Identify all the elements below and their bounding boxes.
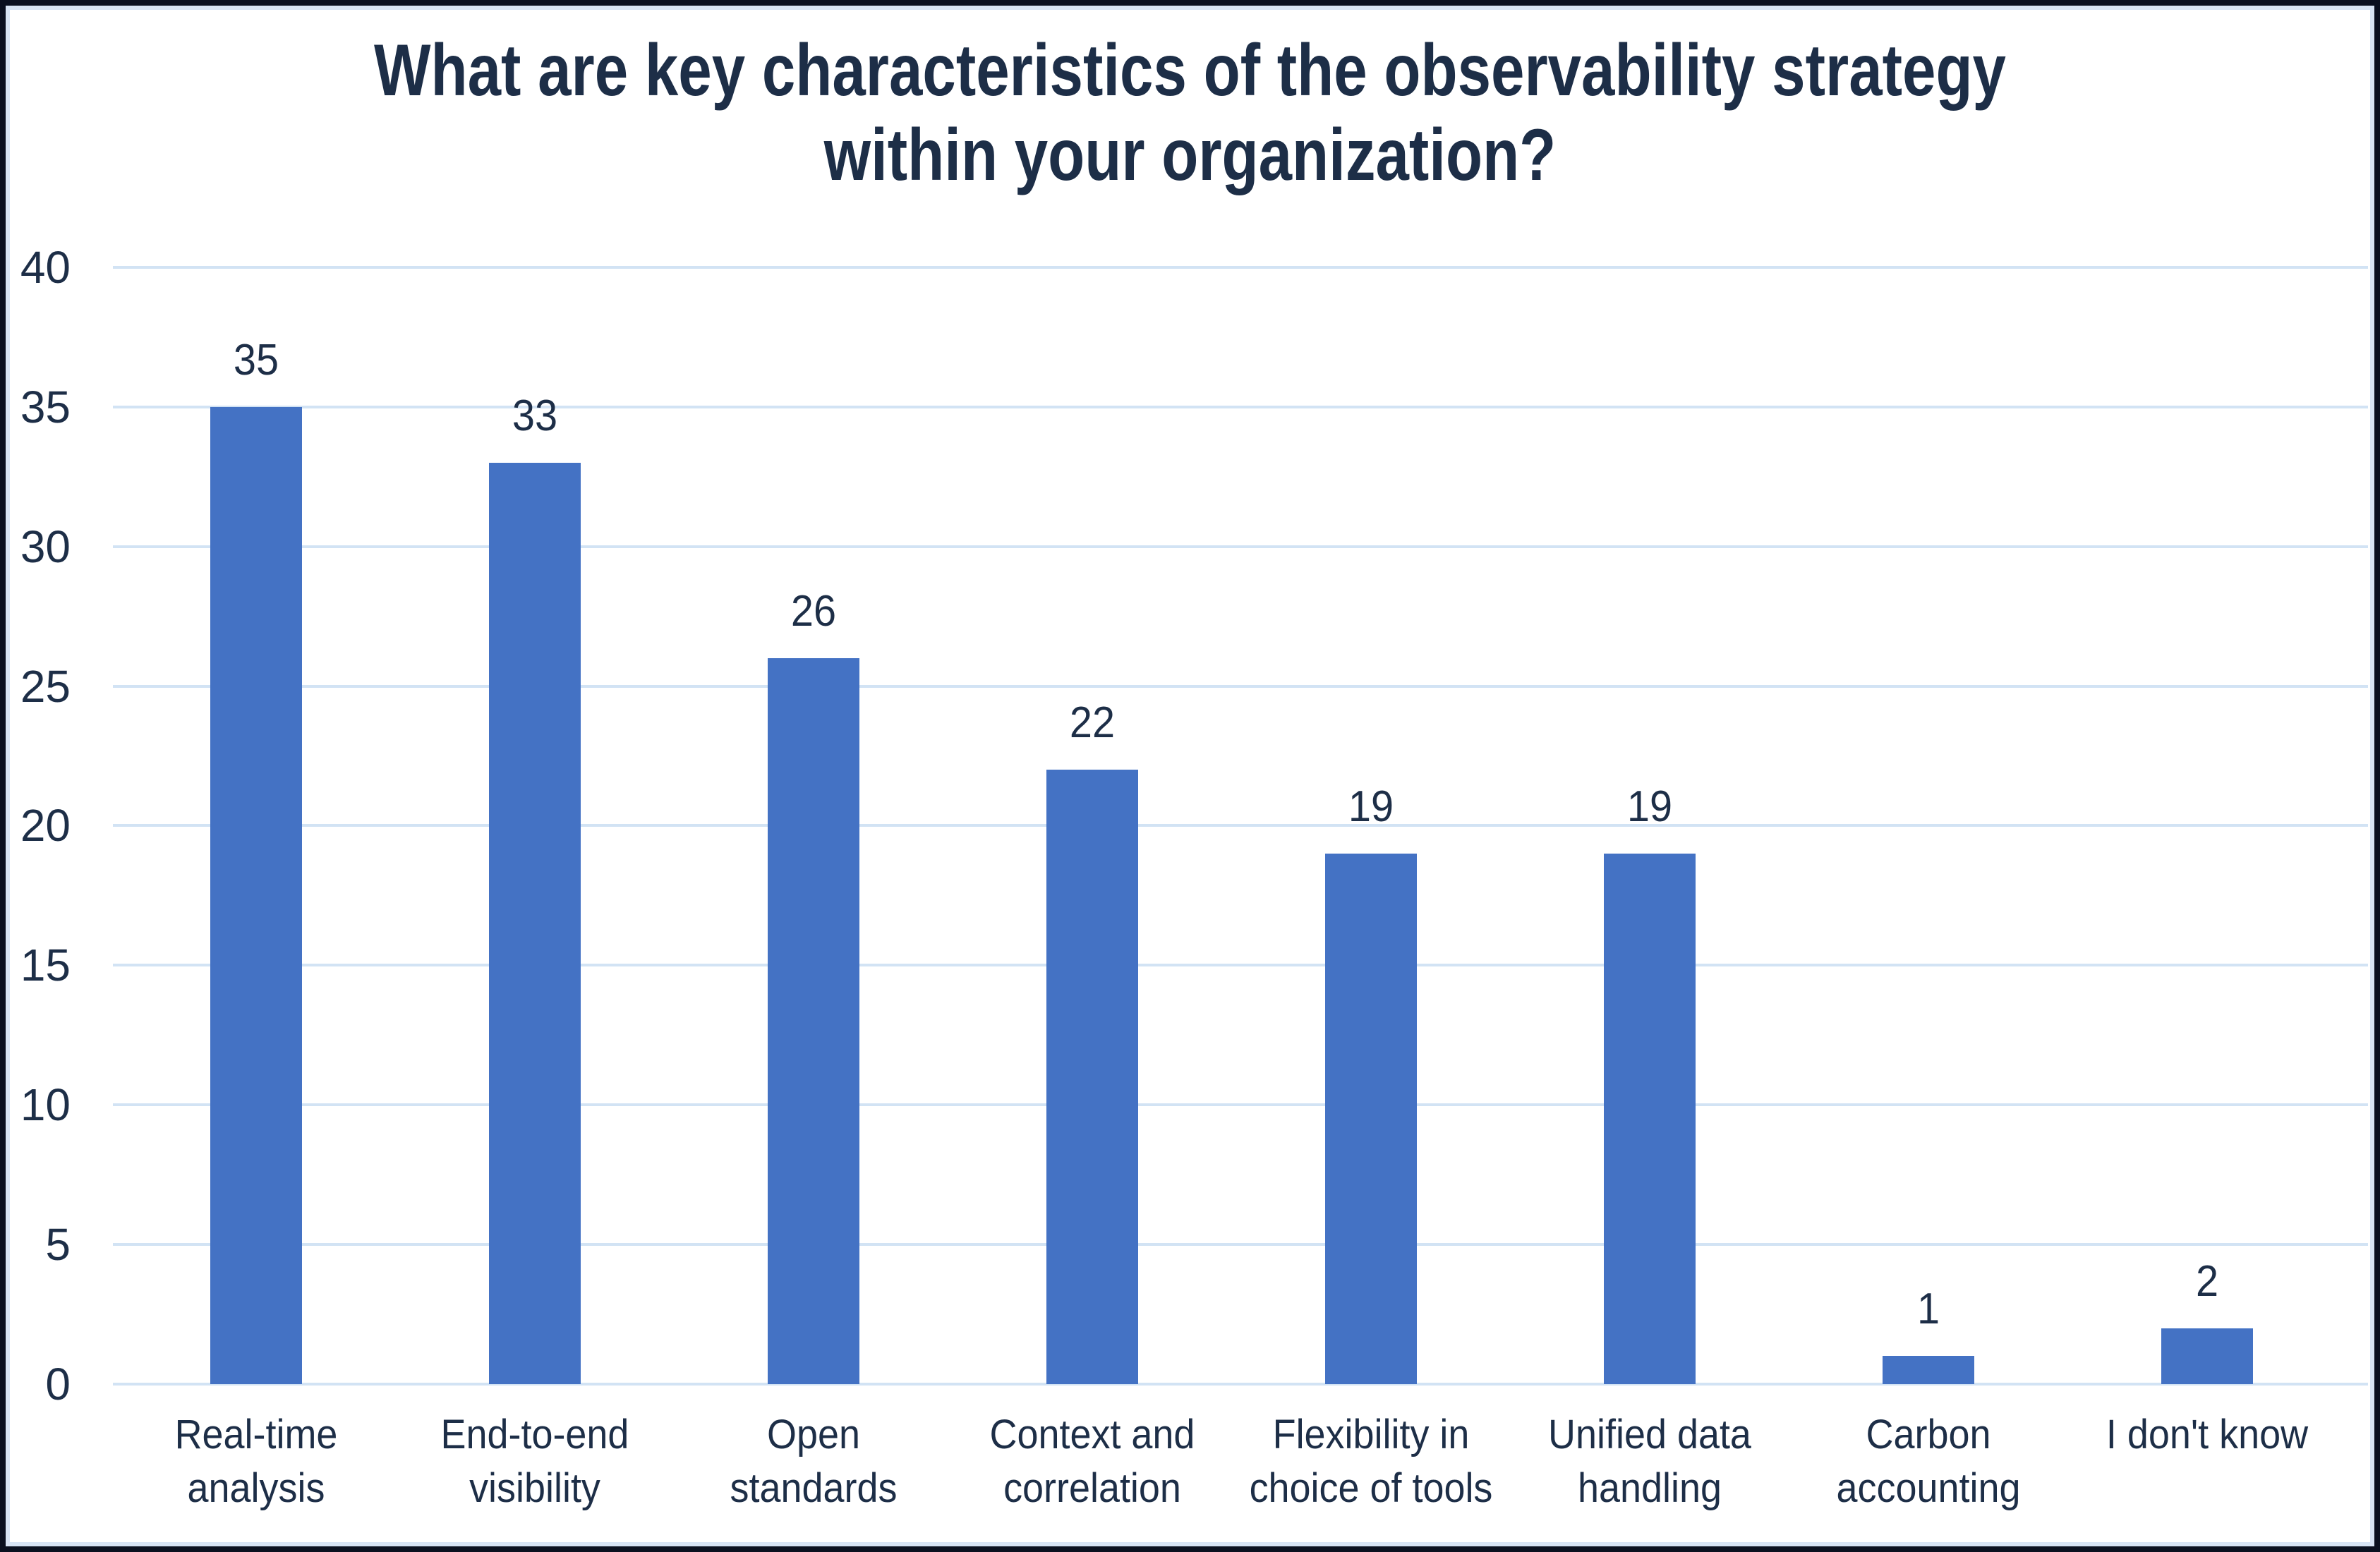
y-axis-tick-label: 20 bbox=[20, 800, 71, 851]
gridline bbox=[113, 1243, 2368, 1247]
chart-title-line-1: What are key characteristics of the obse… bbox=[374, 30, 2006, 111]
x-axis-category-label: Real-time analysis bbox=[105, 1408, 407, 1515]
x-axis-category-label-line: Carbon bbox=[1866, 1412, 1991, 1457]
y-axis-tick-label: 40 bbox=[20, 241, 71, 293]
bar-value-label: 1 bbox=[1916, 1285, 1940, 1334]
x-axis-category-label: I don't know bbox=[2056, 1408, 2358, 1462]
bar-value-label: 26 bbox=[790, 586, 836, 636]
x-axis-category-label-line: End-to-end bbox=[440, 1412, 629, 1457]
gridline bbox=[113, 265, 2368, 269]
bar-unified-data-handling bbox=[1603, 853, 1696, 1384]
bar-value-label: 22 bbox=[1069, 698, 1115, 748]
x-axis-category-label-line: correlation bbox=[1003, 1465, 1181, 1511]
bar-value-label: 2 bbox=[2195, 1256, 2218, 1306]
x-axis-category-label-line: accounting bbox=[1836, 1465, 2020, 1511]
x-axis-category-label-line: Unified data bbox=[1547, 1412, 1751, 1457]
x-axis-category-label-line: I don't know bbox=[2106, 1412, 2308, 1457]
x-axis-category-label: Context and correlation bbox=[941, 1408, 1243, 1515]
bar-value-label: 19 bbox=[1626, 782, 1672, 831]
y-axis-tick-label: 10 bbox=[20, 1079, 71, 1131]
gridline bbox=[113, 964, 2368, 967]
x-axis-category-label-line: standards bbox=[730, 1465, 897, 1511]
x-axis-category-label-line: visibility bbox=[469, 1465, 600, 1511]
x-axis-line bbox=[113, 1383, 2368, 1386]
bar-value-label: 19 bbox=[1348, 782, 1394, 831]
y-axis-tick-label: 25 bbox=[20, 660, 71, 712]
bar-open-standards bbox=[767, 657, 859, 1384]
y-axis-tick-label: 5 bbox=[45, 1219, 71, 1271]
x-axis-category-label-line: analysis bbox=[187, 1465, 325, 1511]
inner-frame-border bbox=[6, 6, 2374, 1546]
y-axis-tick-label: 35 bbox=[20, 381, 71, 432]
chart-title: What are key characteristics of the obse… bbox=[215, 28, 2166, 198]
y-axis-tick-label: 15 bbox=[20, 940, 71, 991]
bar-context-and-correlation bbox=[1046, 770, 1138, 1384]
x-axis-category-label-line: Open bbox=[766, 1412, 860, 1457]
x-axis-category-label: Open standards bbox=[663, 1408, 965, 1515]
gridline bbox=[113, 824, 2368, 827]
bar-end-to-end-visibility bbox=[488, 462, 581, 1384]
x-axis-category-label: End-to-end visibility bbox=[384, 1408, 686, 1515]
x-axis-category-label: Carbon accounting bbox=[1777, 1408, 2079, 1515]
y-axis-tick-label: 30 bbox=[20, 521, 71, 572]
chart-title-line-2: within your organization? bbox=[823, 114, 1557, 196]
bar-flexibility-in-choice-of-tools bbox=[1324, 853, 1417, 1384]
x-axis-category-label-line: choice of tools bbox=[1249, 1465, 1492, 1511]
x-axis-category-label: Unified data handling bbox=[1499, 1408, 1801, 1515]
x-axis-category-label-line: Context and bbox=[989, 1412, 1195, 1457]
bar-value-label: 35 bbox=[233, 335, 279, 384]
x-axis-category-label: Flexibility in choice of tools bbox=[1220, 1408, 1522, 1515]
gridline bbox=[113, 545, 2368, 548]
bar-i-don-t-know bbox=[2161, 1328, 2253, 1384]
gridline bbox=[113, 684, 2368, 688]
x-axis-category-label-line: Real-time bbox=[174, 1412, 337, 1457]
gridline bbox=[113, 405, 2368, 408]
gridline bbox=[113, 1103, 2368, 1107]
x-axis-category-label-line: Flexibility in bbox=[1272, 1412, 1469, 1457]
bar-value-label: 33 bbox=[512, 391, 557, 440]
bar-carbon-accounting bbox=[1882, 1356, 1974, 1384]
y-axis-tick-label: 0 bbox=[45, 1359, 71, 1409]
bar-real-time-analysis bbox=[210, 406, 302, 1384]
x-axis-category-label-line: handling bbox=[1577, 1465, 1722, 1511]
